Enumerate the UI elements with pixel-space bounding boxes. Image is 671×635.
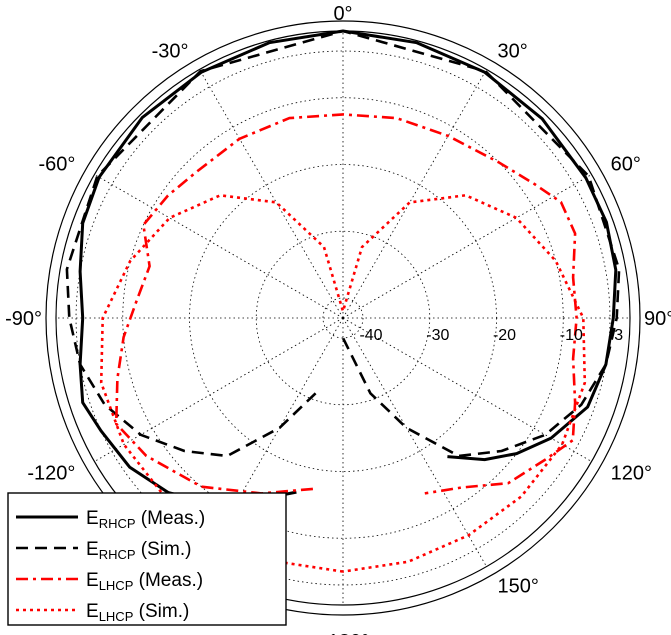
grid-spoke: [199, 69, 344, 319]
angle-tick-label: -60°: [38, 154, 75, 176]
angle-tick-label: 30°: [498, 40, 528, 62]
grid-ring: [122, 97, 564, 539]
radial-tick-labels: -40 -30 -20 -10 -3: [359, 327, 623, 344]
grid-spoke: [94, 317, 344, 462]
grid-ring: [322, 297, 364, 339]
radial-tick-label: -3: [609, 327, 623, 344]
outer-frame-ring: [45, 20, 641, 616]
legend-box: [7, 492, 287, 626]
angle-tick-label: -30°: [152, 40, 189, 62]
angle-tick-label: -90°: [5, 308, 42, 330]
angle-tick-label: 90°: [644, 308, 671, 330]
angle-tick-label: ±180°: [317, 631, 369, 635]
grid-spoke: [342, 317, 487, 567]
series-group: [65, 29, 621, 573]
radial-tick-label: -30: [426, 327, 449, 344]
grid-spoke: [94, 174, 344, 319]
radial-tick-label: -10: [560, 327, 583, 344]
legend: ERHCP (Meas.)ERHCP (Sim.)ELHCP (Meas.)EL…: [7, 492, 287, 626]
series-line-1: [78, 29, 618, 506]
series-line-2: [65, 29, 621, 458]
angle-tick-label: 120°: [611, 463, 652, 485]
grid-spoke: [342, 69, 487, 319]
angle-tick-labels: 0°30°60°90°120°150°±180°-150°-120°-90°-6…: [5, 3, 671, 635]
angle-tick-label: 60°: [611, 154, 641, 176]
legend-entry-label: ERHCP (Meas.): [86, 508, 205, 531]
angle-tick-label: 150°: [498, 576, 539, 598]
angle-tick-label: -120°: [27, 463, 75, 485]
angle-tick-label: 0°: [333, 3, 352, 25]
grid-spoke: [342, 174, 592, 319]
radial-tick-label: -20: [493, 327, 516, 344]
series-line-3: [114, 113, 578, 495]
radial-tick-label: -40: [359, 327, 382, 344]
